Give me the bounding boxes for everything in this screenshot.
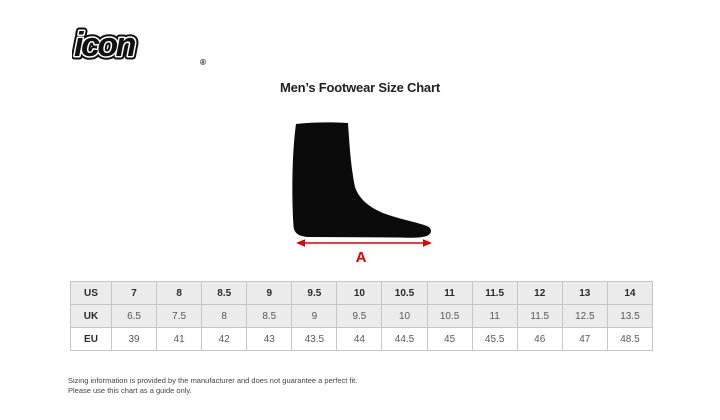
size-cell-uk: 10 <box>381 304 428 328</box>
foot-silhouette <box>292 122 432 238</box>
icon-brand-logo: icon icon icon ® <box>72 24 212 68</box>
registered-trademark-symbol: ® <box>200 58 206 67</box>
size-cell-us: 11 <box>426 281 473 305</box>
size-cell-eu: 39 <box>110 327 158 351</box>
size-cell-uk: 8.5 <box>246 304 293 328</box>
size-cell-uk: 13.5 <box>606 304 654 328</box>
size-cell-us: 10.5 <box>381 281 428 305</box>
row-header-eu: EU <box>70 327 112 351</box>
size-cell-eu: 48.5 <box>606 327 654 351</box>
logo-outline-outer: icon <box>74 26 136 64</box>
size-cell-us: 13 <box>561 281 608 305</box>
size-cell-uk: 7.5 <box>156 304 203 328</box>
size-cell-eu: 42 <box>201 327 248 351</box>
size-row-us: US 7 8 8.5 9 9.5 10 10.5 11 11.5 12 13 14 <box>70 281 654 305</box>
size-cell-us: 10 <box>336 281 383 305</box>
size-cell-us: 14 <box>606 281 654 305</box>
size-cell-us: 9.5 <box>291 281 338 305</box>
size-cell-us: 8 <box>156 281 203 305</box>
length-measure-arrow <box>296 239 432 247</box>
size-cell-us: 9 <box>246 281 293 305</box>
logo-wordmark: icon <box>74 26 136 64</box>
size-cell-uk: 9 <box>291 304 338 328</box>
size-cell-us: 7 <box>110 281 158 305</box>
measurement-label-a: A <box>356 249 367 266</box>
size-cell-uk: 11 <box>471 304 518 328</box>
size-cell-eu: 45.5 <box>471 327 518 351</box>
size-row-uk: UK 6.5 7.5 8 8.5 9 9.5 10 10.5 11 11.5 12.5 13.5 <box>70 304 654 328</box>
size-cell-us: 11.5 <box>471 281 518 305</box>
size-cell-uk: 8 <box>201 304 248 328</box>
logo-outline-inner: icon <box>74 26 136 64</box>
size-cell-us: 12 <box>516 281 563 305</box>
size-cell-eu: 41 <box>156 327 203 351</box>
size-cell-uk: 12.5 <box>561 304 608 328</box>
disclaimer-line-2: Please use this chart as a guide only. <box>68 386 192 395</box>
icon-logo-graphic: icon icon icon ® <box>72 24 206 68</box>
size-cell-uk: 6.5 <box>110 304 158 328</box>
foot-measurement-figure: A <box>285 108 435 266</box>
page-title: Men’s Footwear Size Chart <box>280 80 440 95</box>
disclaimer-line-1: Sizing information is provided by the ma… <box>68 376 358 385</box>
size-cell-eu: 44 <box>336 327 383 351</box>
row-header-us: US <box>70 281 112 305</box>
size-conversion-table: US 7 8 8.5 9 9.5 10 10.5 11 11.5 12 13 14 UK 6.5 7.5 8 8.… <box>70 281 654 351</box>
size-cell-uk: 10.5 <box>426 304 473 328</box>
size-cell-uk: 9.5 <box>336 304 383 328</box>
disclaimer-text: Sizing information is provided by the ma… <box>68 376 357 396</box>
size-row-eu: EU 39 41 42 43 43.5 44 44.5 45 45.5 46 47 48.5 <box>70 327 654 351</box>
size-cell-eu: 45 <box>426 327 473 351</box>
row-header-uk: UK <box>70 304 112 328</box>
size-cell-uk: 11.5 <box>516 304 563 328</box>
size-cell-eu: 44.5 <box>381 327 428 351</box>
size-cell-eu: 46 <box>516 327 563 351</box>
size-cell-eu: 43 <box>246 327 293 351</box>
size-cell-us: 8.5 <box>201 281 248 305</box>
size-cell-eu: 43.5 <box>291 327 338 351</box>
size-cell-eu: 47 <box>561 327 608 351</box>
